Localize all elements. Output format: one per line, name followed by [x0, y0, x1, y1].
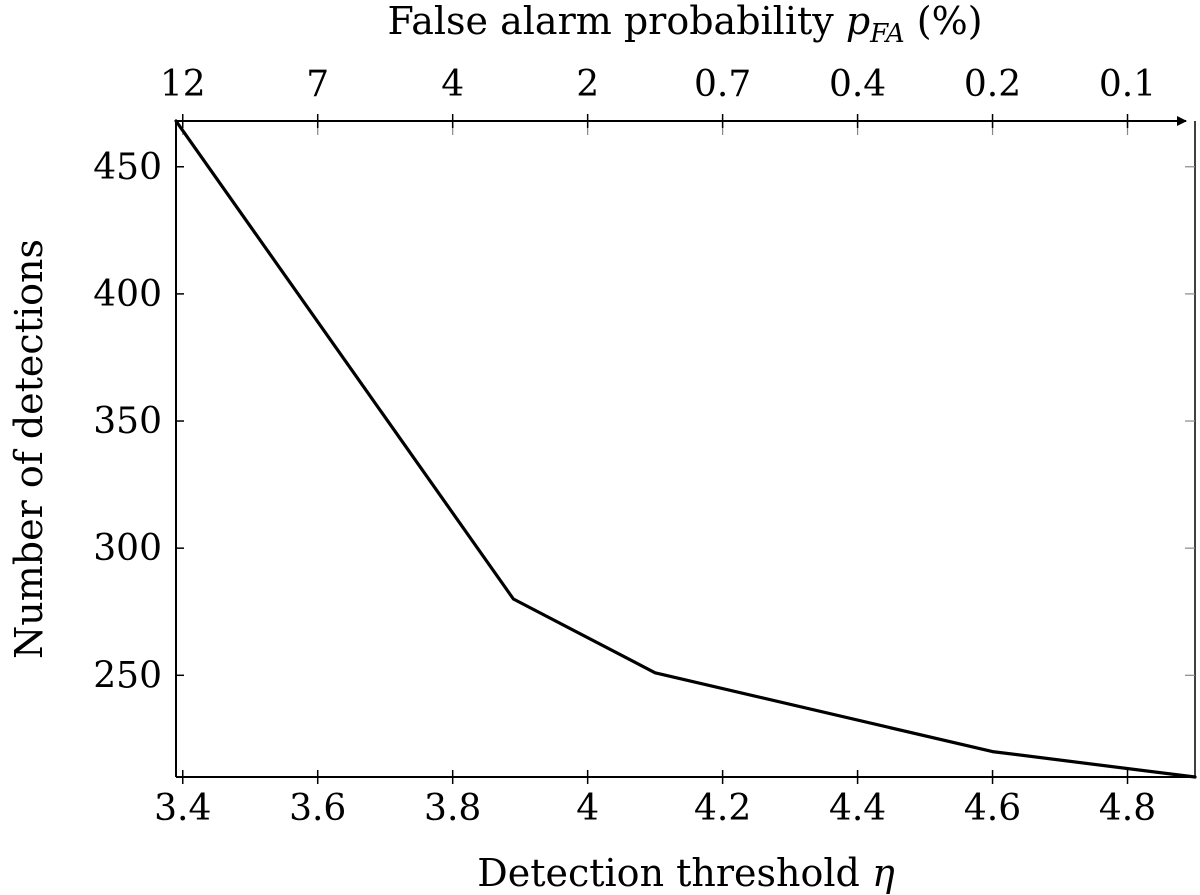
y-tick-label: 450 — [93, 147, 162, 188]
x-tick-label: 4.8 — [1099, 788, 1156, 829]
y-axis-title: Number of detections — [7, 239, 51, 659]
tick-labels: 3.4 3.6 3.8 4 4.2 4.4 4.6 4.8 12 7 4 2 0.7 0.4 0.2 0.1 2… — [93, 64, 1156, 829]
top-tick-label: 2 — [576, 64, 599, 105]
y-tick-label: 400 — [93, 274, 162, 315]
x-tick-label: 3.4 — [154, 788, 211, 829]
top-tick-label: 0.7 — [694, 64, 751, 105]
top-axis-title: False alarm probability pFA (%) — [387, 0, 982, 49]
top-tick-label: 0.1 — [1099, 64, 1156, 105]
top-tick-label: 0.4 — [829, 64, 886, 105]
series-lines — [174, 119, 1197, 779]
x-tick-label: 4.2 — [694, 788, 751, 829]
series-line — [174, 119, 1197, 779]
top-tick-label: 0.2 — [964, 64, 1021, 105]
x-tick-label: 3.8 — [424, 788, 481, 829]
x-tick-label: 4.4 — [829, 788, 886, 829]
x-tick-label: 4.6 — [964, 788, 1021, 829]
top-tick-label: 4 — [441, 64, 464, 105]
top-tick-label: 12 — [160, 64, 206, 105]
top-tick-label: 7 — [306, 64, 329, 105]
x-tick-label: 3.6 — [289, 788, 346, 829]
y-tick-label: 350 — [93, 401, 162, 442]
y-tick-label: 250 — [93, 655, 162, 696]
axis-ticks — [176, 114, 1195, 784]
y-tick-label: 300 — [93, 528, 162, 569]
x-tick-label: 4 — [576, 788, 599, 829]
x-axis-title: Detection threshold η — [477, 851, 895, 895]
